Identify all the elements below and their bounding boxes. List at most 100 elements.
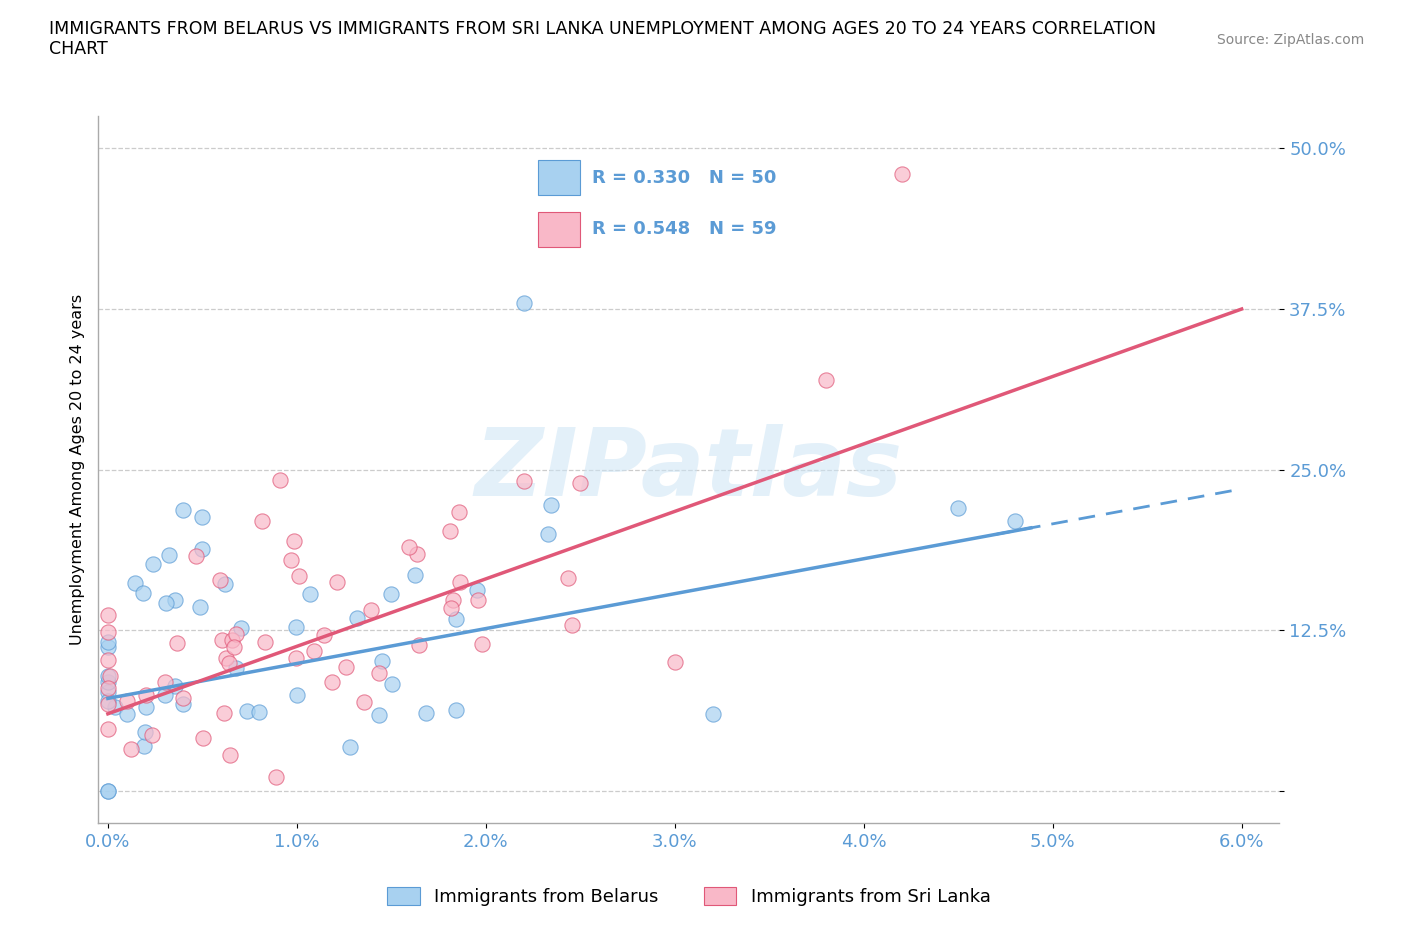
Point bbox=[285, 688, 308, 703]
Point bbox=[444, 702, 467, 717]
Point bbox=[97, 783, 120, 798]
Point bbox=[97, 675, 120, 690]
Point bbox=[513, 474, 536, 489]
Point bbox=[97, 653, 120, 668]
Point bbox=[208, 573, 231, 588]
Point bbox=[249, 704, 271, 719]
Point bbox=[221, 632, 243, 647]
Text: CHART: CHART bbox=[49, 40, 108, 58]
Point bbox=[285, 650, 308, 665]
Point bbox=[335, 659, 357, 674]
Point bbox=[253, 634, 276, 649]
Point bbox=[285, 619, 308, 634]
Point bbox=[166, 635, 188, 650]
Point bbox=[439, 601, 461, 616]
Point bbox=[97, 697, 120, 711]
Point bbox=[214, 651, 236, 666]
Point bbox=[381, 677, 404, 692]
Point bbox=[186, 549, 208, 564]
Point bbox=[97, 681, 120, 696]
Point bbox=[299, 587, 322, 602]
Y-axis label: Unemployment Among Ages 20 to 24 years: Unemployment Among Ages 20 to 24 years bbox=[69, 294, 84, 645]
Point bbox=[471, 636, 494, 651]
Point bbox=[449, 504, 471, 519]
Point bbox=[97, 635, 120, 650]
Point bbox=[370, 654, 392, 669]
Point bbox=[557, 571, 579, 586]
Point bbox=[467, 592, 489, 607]
Point bbox=[415, 705, 437, 720]
Point bbox=[1004, 513, 1026, 528]
Point bbox=[97, 607, 120, 622]
Point bbox=[439, 524, 461, 538]
Point bbox=[229, 620, 252, 635]
Point bbox=[280, 552, 302, 567]
Point bbox=[225, 627, 247, 642]
Point bbox=[368, 708, 391, 723]
Point bbox=[163, 679, 186, 694]
Point bbox=[172, 696, 194, 711]
Point bbox=[153, 674, 176, 689]
Point bbox=[222, 640, 245, 655]
Point bbox=[97, 625, 120, 640]
Point bbox=[408, 637, 430, 652]
Point bbox=[163, 592, 186, 607]
Point bbox=[97, 722, 120, 737]
Point bbox=[368, 665, 391, 680]
Point bbox=[302, 644, 325, 658]
Point bbox=[134, 724, 156, 739]
Point bbox=[814, 372, 837, 387]
Point bbox=[172, 691, 194, 706]
Point bbox=[190, 541, 212, 556]
Point bbox=[191, 731, 214, 746]
Point bbox=[250, 514, 273, 529]
Point bbox=[98, 669, 121, 684]
Point bbox=[269, 472, 291, 487]
Point bbox=[890, 166, 912, 181]
Point bbox=[134, 738, 156, 753]
Point bbox=[97, 640, 120, 655]
Point bbox=[97, 694, 120, 709]
Point bbox=[512, 295, 534, 310]
Point bbox=[97, 783, 120, 798]
Text: IMMIGRANTS FROM BELARUS VS IMMIGRANTS FROM SRI LANKA UNEMPLOYMENT AMONG AGES 20 : IMMIGRANTS FROM BELARUS VS IMMIGRANTS FR… bbox=[49, 20, 1156, 38]
Point bbox=[398, 539, 420, 554]
Point bbox=[561, 618, 583, 632]
Point bbox=[441, 592, 464, 607]
Point bbox=[446, 612, 468, 627]
Point bbox=[153, 687, 176, 702]
Point bbox=[537, 526, 560, 541]
Point bbox=[135, 700, 157, 715]
Point bbox=[214, 577, 236, 591]
Point bbox=[172, 502, 194, 517]
Point bbox=[135, 687, 157, 702]
Point bbox=[104, 700, 127, 715]
Point bbox=[569, 475, 592, 490]
Point bbox=[141, 556, 163, 571]
Point bbox=[211, 632, 233, 647]
Point bbox=[406, 547, 429, 562]
Point bbox=[115, 694, 138, 709]
Point bbox=[157, 548, 180, 563]
Text: Source: ZipAtlas.com: Source: ZipAtlas.com bbox=[1216, 33, 1364, 46]
Legend: Immigrants from Belarus, Immigrants from Sri Lanka: Immigrants from Belarus, Immigrants from… bbox=[380, 880, 998, 913]
Point bbox=[235, 704, 257, 719]
Point bbox=[353, 695, 375, 710]
Point bbox=[360, 603, 382, 618]
Point bbox=[191, 510, 214, 525]
Point bbox=[449, 575, 471, 590]
Point bbox=[225, 661, 247, 676]
Point bbox=[380, 587, 402, 602]
Point bbox=[283, 534, 305, 549]
Point bbox=[120, 742, 142, 757]
Point bbox=[124, 576, 146, 591]
Point bbox=[540, 498, 562, 512]
Point bbox=[141, 728, 163, 743]
Point bbox=[218, 656, 240, 671]
Point bbox=[264, 770, 287, 785]
Point bbox=[188, 600, 211, 615]
Point bbox=[346, 610, 368, 625]
Point bbox=[219, 748, 242, 763]
Point bbox=[321, 674, 343, 689]
Point bbox=[97, 684, 120, 699]
